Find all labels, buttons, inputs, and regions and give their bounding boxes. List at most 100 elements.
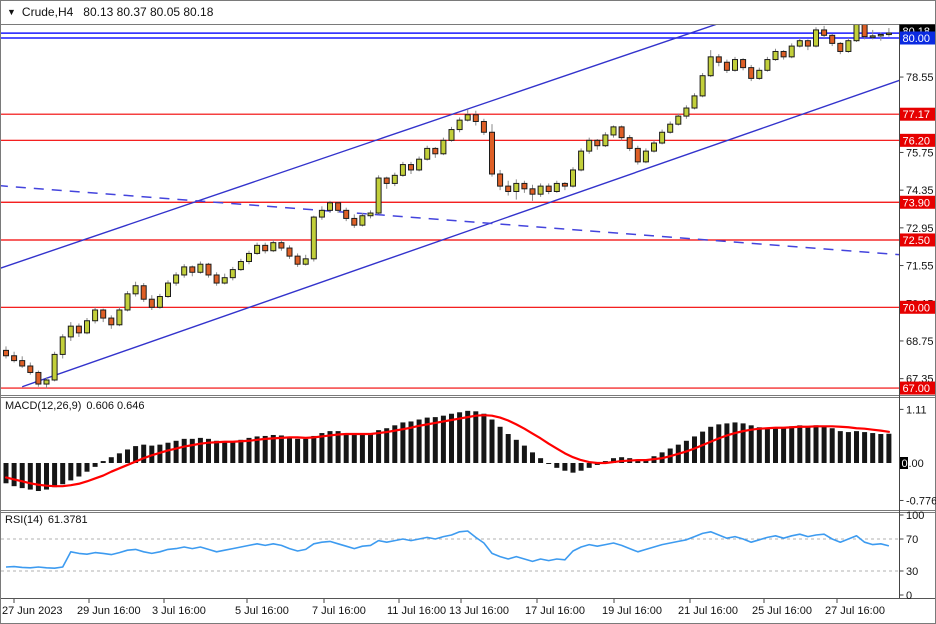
macd-histogram-bar bbox=[611, 458, 616, 463]
macd-histogram-bar bbox=[764, 428, 770, 463]
macd-histogram-bar bbox=[238, 439, 244, 463]
bull-candle bbox=[440, 139, 447, 155]
rsi-indicator-name: RSI(14) bbox=[5, 514, 43, 526]
bull-candle bbox=[302, 258, 309, 265]
bear-candle bbox=[213, 274, 220, 284]
bear-candle bbox=[740, 59, 747, 69]
bear-candle bbox=[205, 263, 212, 276]
macd-histogram-bar bbox=[732, 422, 738, 463]
bull-candle bbox=[675, 115, 682, 125]
price-badge-label: 67.00 bbox=[903, 383, 931, 395]
bull-candle bbox=[254, 244, 261, 254]
macd-histogram-bar bbox=[497, 426, 503, 463]
bull-candle bbox=[667, 123, 674, 133]
bear-candle bbox=[108, 317, 115, 326]
bear-candle bbox=[294, 255, 301, 265]
macd-histogram-bar bbox=[3, 463, 9, 484]
bull-candle bbox=[391, 174, 398, 184]
time-tick-label: 3 Jul 16:00 bbox=[152, 605, 206, 617]
bear-candle bbox=[821, 29, 828, 36]
bull-candle bbox=[327, 202, 333, 211]
bull-candle bbox=[221, 277, 228, 284]
rsi-tick-label: 30 bbox=[906, 566, 918, 578]
macd-histogram-bar bbox=[343, 433, 349, 463]
macd-histogram-bar bbox=[408, 421, 414, 463]
bull-candle bbox=[683, 107, 690, 117]
bear-candle bbox=[521, 182, 528, 190]
bull-candle bbox=[67, 325, 74, 338]
price-tick-label: 68.75 bbox=[906, 336, 934, 348]
bull-candle bbox=[537, 185, 544, 195]
macd-histogram-bar bbox=[359, 434, 365, 463]
bull-candle bbox=[181, 266, 188, 276]
bull-candle bbox=[707, 56, 714, 77]
price-badge bbox=[900, 107, 935, 121]
macd-panel-label: MACD(12,26,9) 0.606 0.646 bbox=[5, 400, 145, 412]
price-tick-label: 75.75 bbox=[906, 147, 934, 159]
macd-tick-label: 1.11 bbox=[906, 404, 927, 416]
bear-candle bbox=[3, 349, 9, 357]
time-tick-label: 7 Jul 16:00 bbox=[312, 605, 366, 617]
chart-title-bar: ▼ Crude,H4 80.13 80.37 80.05 80.18 bbox=[0, 0, 936, 24]
macd-histogram-bar bbox=[756, 427, 762, 463]
macd-histogram-bar bbox=[133, 446, 139, 463]
macd-histogram-bar bbox=[206, 438, 211, 463]
bull-candle bbox=[651, 142, 657, 152]
time-tick-label: 25 Jul 16:00 bbox=[752, 605, 812, 617]
macd-histogram-bar bbox=[845, 432, 851, 463]
symbol-dropdown-icon[interactable]: ▼ bbox=[7, 7, 16, 17]
macd-histogram-bar bbox=[578, 463, 584, 471]
bull-candle bbox=[165, 282, 171, 298]
macd-histogram-bar bbox=[521, 445, 527, 463]
macd-histogram-bar bbox=[92, 463, 98, 467]
macd-histogram-bar bbox=[197, 437, 203, 463]
bear-candle bbox=[286, 247, 293, 257]
bull-candle bbox=[691, 95, 698, 109]
macd-indicator-values: 0.606 0.646 bbox=[86, 400, 145, 412]
price-badge bbox=[900, 381, 935, 395]
bull-candle bbox=[610, 126, 617, 136]
bear-candle bbox=[829, 34, 836, 44]
macd-histogram-bar bbox=[821, 426, 827, 463]
macd-histogram-bar bbox=[68, 463, 74, 481]
bull-candle bbox=[885, 32, 892, 36]
bear-candle bbox=[148, 298, 155, 308]
macd-histogram-bar bbox=[740, 423, 746, 463]
bull-candle bbox=[578, 150, 585, 171]
bear-candle bbox=[561, 182, 568, 187]
bull-candle bbox=[229, 269, 236, 279]
bear-candle bbox=[351, 217, 358, 226]
price-badge-label: 80.00 bbox=[903, 33, 931, 45]
bull-candle bbox=[659, 131, 666, 144]
bull-candle bbox=[246, 252, 252, 263]
bull-candle bbox=[788, 45, 795, 58]
macd-histogram-bar bbox=[116, 453, 122, 463]
macd-histogram-bar bbox=[400, 422, 406, 463]
macd-zero-badge bbox=[900, 457, 908, 469]
macd-histogram-bar bbox=[870, 433, 876, 463]
bear-candle bbox=[27, 365, 34, 373]
rsi-line bbox=[5, 530, 890, 570]
macd-histogram-bar bbox=[837, 431, 843, 463]
bear-candle bbox=[383, 177, 390, 184]
macd-histogram-bar bbox=[781, 427, 787, 463]
bear-candle bbox=[189, 266, 196, 273]
macd-histogram-bar bbox=[489, 419, 495, 463]
time-tick-label: 17 Jul 16:00 bbox=[525, 605, 585, 617]
macd-histogram-bar bbox=[319, 433, 325, 463]
bull-candle bbox=[375, 177, 382, 214]
bull-candle bbox=[845, 40, 852, 52]
price-badge bbox=[900, 300, 935, 314]
macd-histogram-bar bbox=[254, 436, 260, 463]
macd-histogram-bar bbox=[173, 440, 179, 463]
symbol-period-label: Crude,H4 bbox=[21, 5, 74, 19]
macd-histogram-bar bbox=[724, 423, 730, 463]
bull-candle bbox=[270, 242, 277, 252]
bull-candle bbox=[310, 216, 317, 260]
bull-candle bbox=[359, 215, 366, 226]
bull-candle bbox=[124, 293, 131, 311]
ascending-channel-lower bbox=[21, 79, 899, 388]
bear-candle bbox=[11, 355, 18, 362]
time-tick-label: 19 Jul 16:00 bbox=[602, 605, 662, 617]
